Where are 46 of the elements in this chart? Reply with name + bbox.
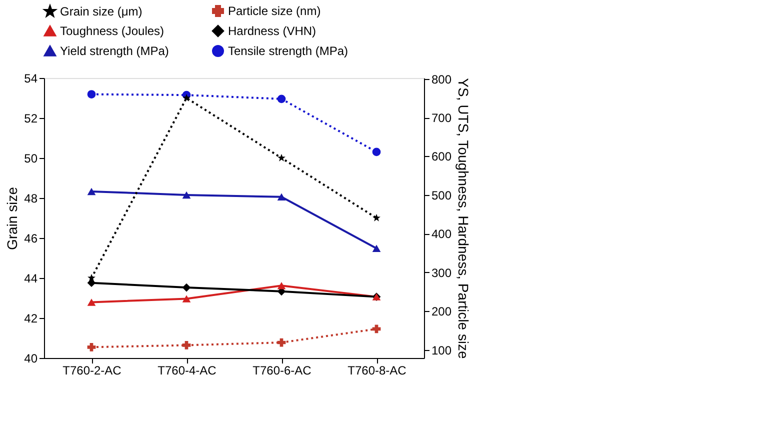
y2-axis-title: YS, UTS, Toughness, Hardness, Particle size xyxy=(456,78,472,360)
point xyxy=(182,283,191,292)
y-tick-label: 52 xyxy=(24,112,38,126)
legend-label: Hardness (VHN) xyxy=(228,24,316,38)
y2-tick-label: 100 xyxy=(432,343,452,358)
legend-label: Yield strength (MPa) xyxy=(60,44,169,58)
y2-tick-label: 600 xyxy=(432,150,452,164)
point xyxy=(277,94,286,104)
point xyxy=(87,188,96,196)
point xyxy=(277,193,286,201)
y2-tick-label: 200 xyxy=(432,304,452,319)
y-tick-label: 42 xyxy=(24,312,38,326)
point xyxy=(87,298,96,306)
x-tick-label: T760-6-AC xyxy=(252,364,312,378)
y2-tick-label: 500 xyxy=(432,188,452,202)
point xyxy=(182,295,191,302)
legend-label: Grain size (μm) xyxy=(60,4,142,18)
point xyxy=(278,154,286,162)
y2-tick-label: 300 xyxy=(432,266,452,280)
y-tick-label: 40 xyxy=(24,352,38,366)
x-tick-label: T760-2-AC xyxy=(62,364,122,378)
y-axis-title: Grain size xyxy=(4,186,20,250)
point xyxy=(182,94,190,102)
point xyxy=(182,191,191,199)
x-tick-label: T760-4-AC xyxy=(158,364,217,378)
y2-tick-label: 700 xyxy=(432,111,452,125)
point xyxy=(87,90,96,98)
y-tick-label: 54 xyxy=(24,72,38,86)
point xyxy=(88,274,96,282)
point xyxy=(277,282,286,290)
legend-label: Toughness (Joules) xyxy=(60,24,164,38)
point xyxy=(372,148,381,156)
point xyxy=(372,244,381,252)
legend-label: Particle size (nm) xyxy=(228,4,321,18)
y-tick-label: 46 xyxy=(24,232,38,246)
legend-label: Tensile strength (MPa) xyxy=(228,44,348,58)
point xyxy=(87,278,96,288)
y2-tick-label: 400 xyxy=(432,227,452,242)
x-tick-label: T760-8-AC xyxy=(348,364,407,378)
y2-tick-label: 800 xyxy=(432,72,452,86)
point xyxy=(182,341,191,350)
point xyxy=(87,342,96,352)
y-tick-label: 44 xyxy=(24,272,38,286)
y-tick-label: 50 xyxy=(24,152,38,166)
y-tick-label: 48 xyxy=(24,192,38,206)
point xyxy=(372,214,380,222)
